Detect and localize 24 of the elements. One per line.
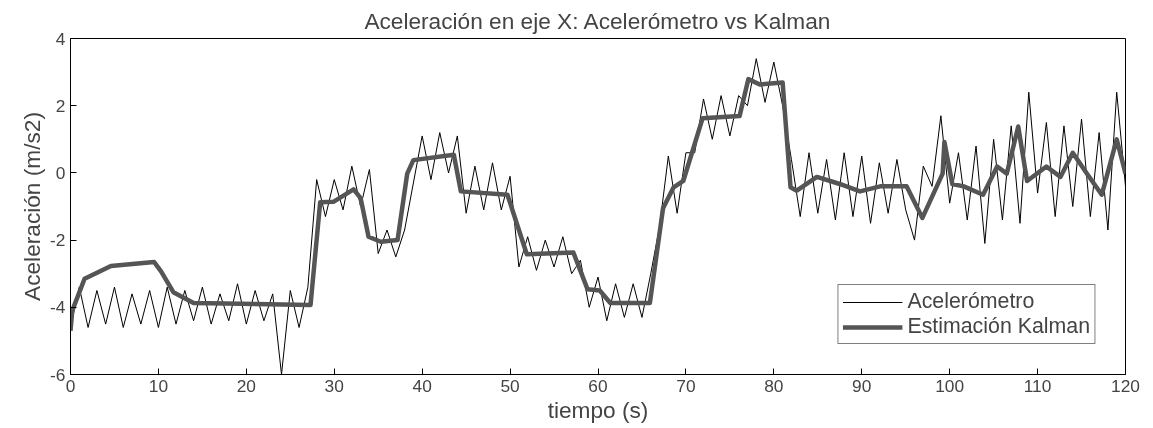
y-tick-label: 0 xyxy=(55,162,66,183)
y-tick-label: 4 xyxy=(55,28,66,49)
x-tick-label: 30 xyxy=(324,375,344,396)
y-tick-label: -4 xyxy=(50,297,66,318)
x-tick-label: 50 xyxy=(500,375,520,396)
x-tick-label: 20 xyxy=(236,375,256,396)
y-axis-title: Aceleración (m/s2) xyxy=(19,112,46,301)
x-tick-label: 120 xyxy=(1111,375,1140,396)
x-tick-label: 70 xyxy=(676,375,696,396)
x-tick-label: 10 xyxy=(148,375,169,396)
y-tick-label: -6 xyxy=(50,364,66,385)
x-tick-label: 80 xyxy=(764,375,784,396)
x-tick-label: 90 xyxy=(852,375,872,396)
chart-title: Aceleración en eje X: Acelerómetro vs Kalman xyxy=(364,7,831,34)
legend-label: Acelerómetro xyxy=(907,289,1035,314)
x-tick-label: 60 xyxy=(588,375,608,396)
x-tick-label: 110 xyxy=(1023,375,1052,396)
y-tick-label: 2 xyxy=(55,95,66,116)
x-tick-label: 40 xyxy=(412,375,432,396)
x-axis-title: tiempo (s) xyxy=(547,396,649,423)
x-tick-label: 100 xyxy=(935,375,965,396)
legend-label: Estimación Kalman xyxy=(907,314,1090,339)
y-tick-label: -2 xyxy=(50,230,66,251)
line-series xyxy=(70,76,1126,334)
